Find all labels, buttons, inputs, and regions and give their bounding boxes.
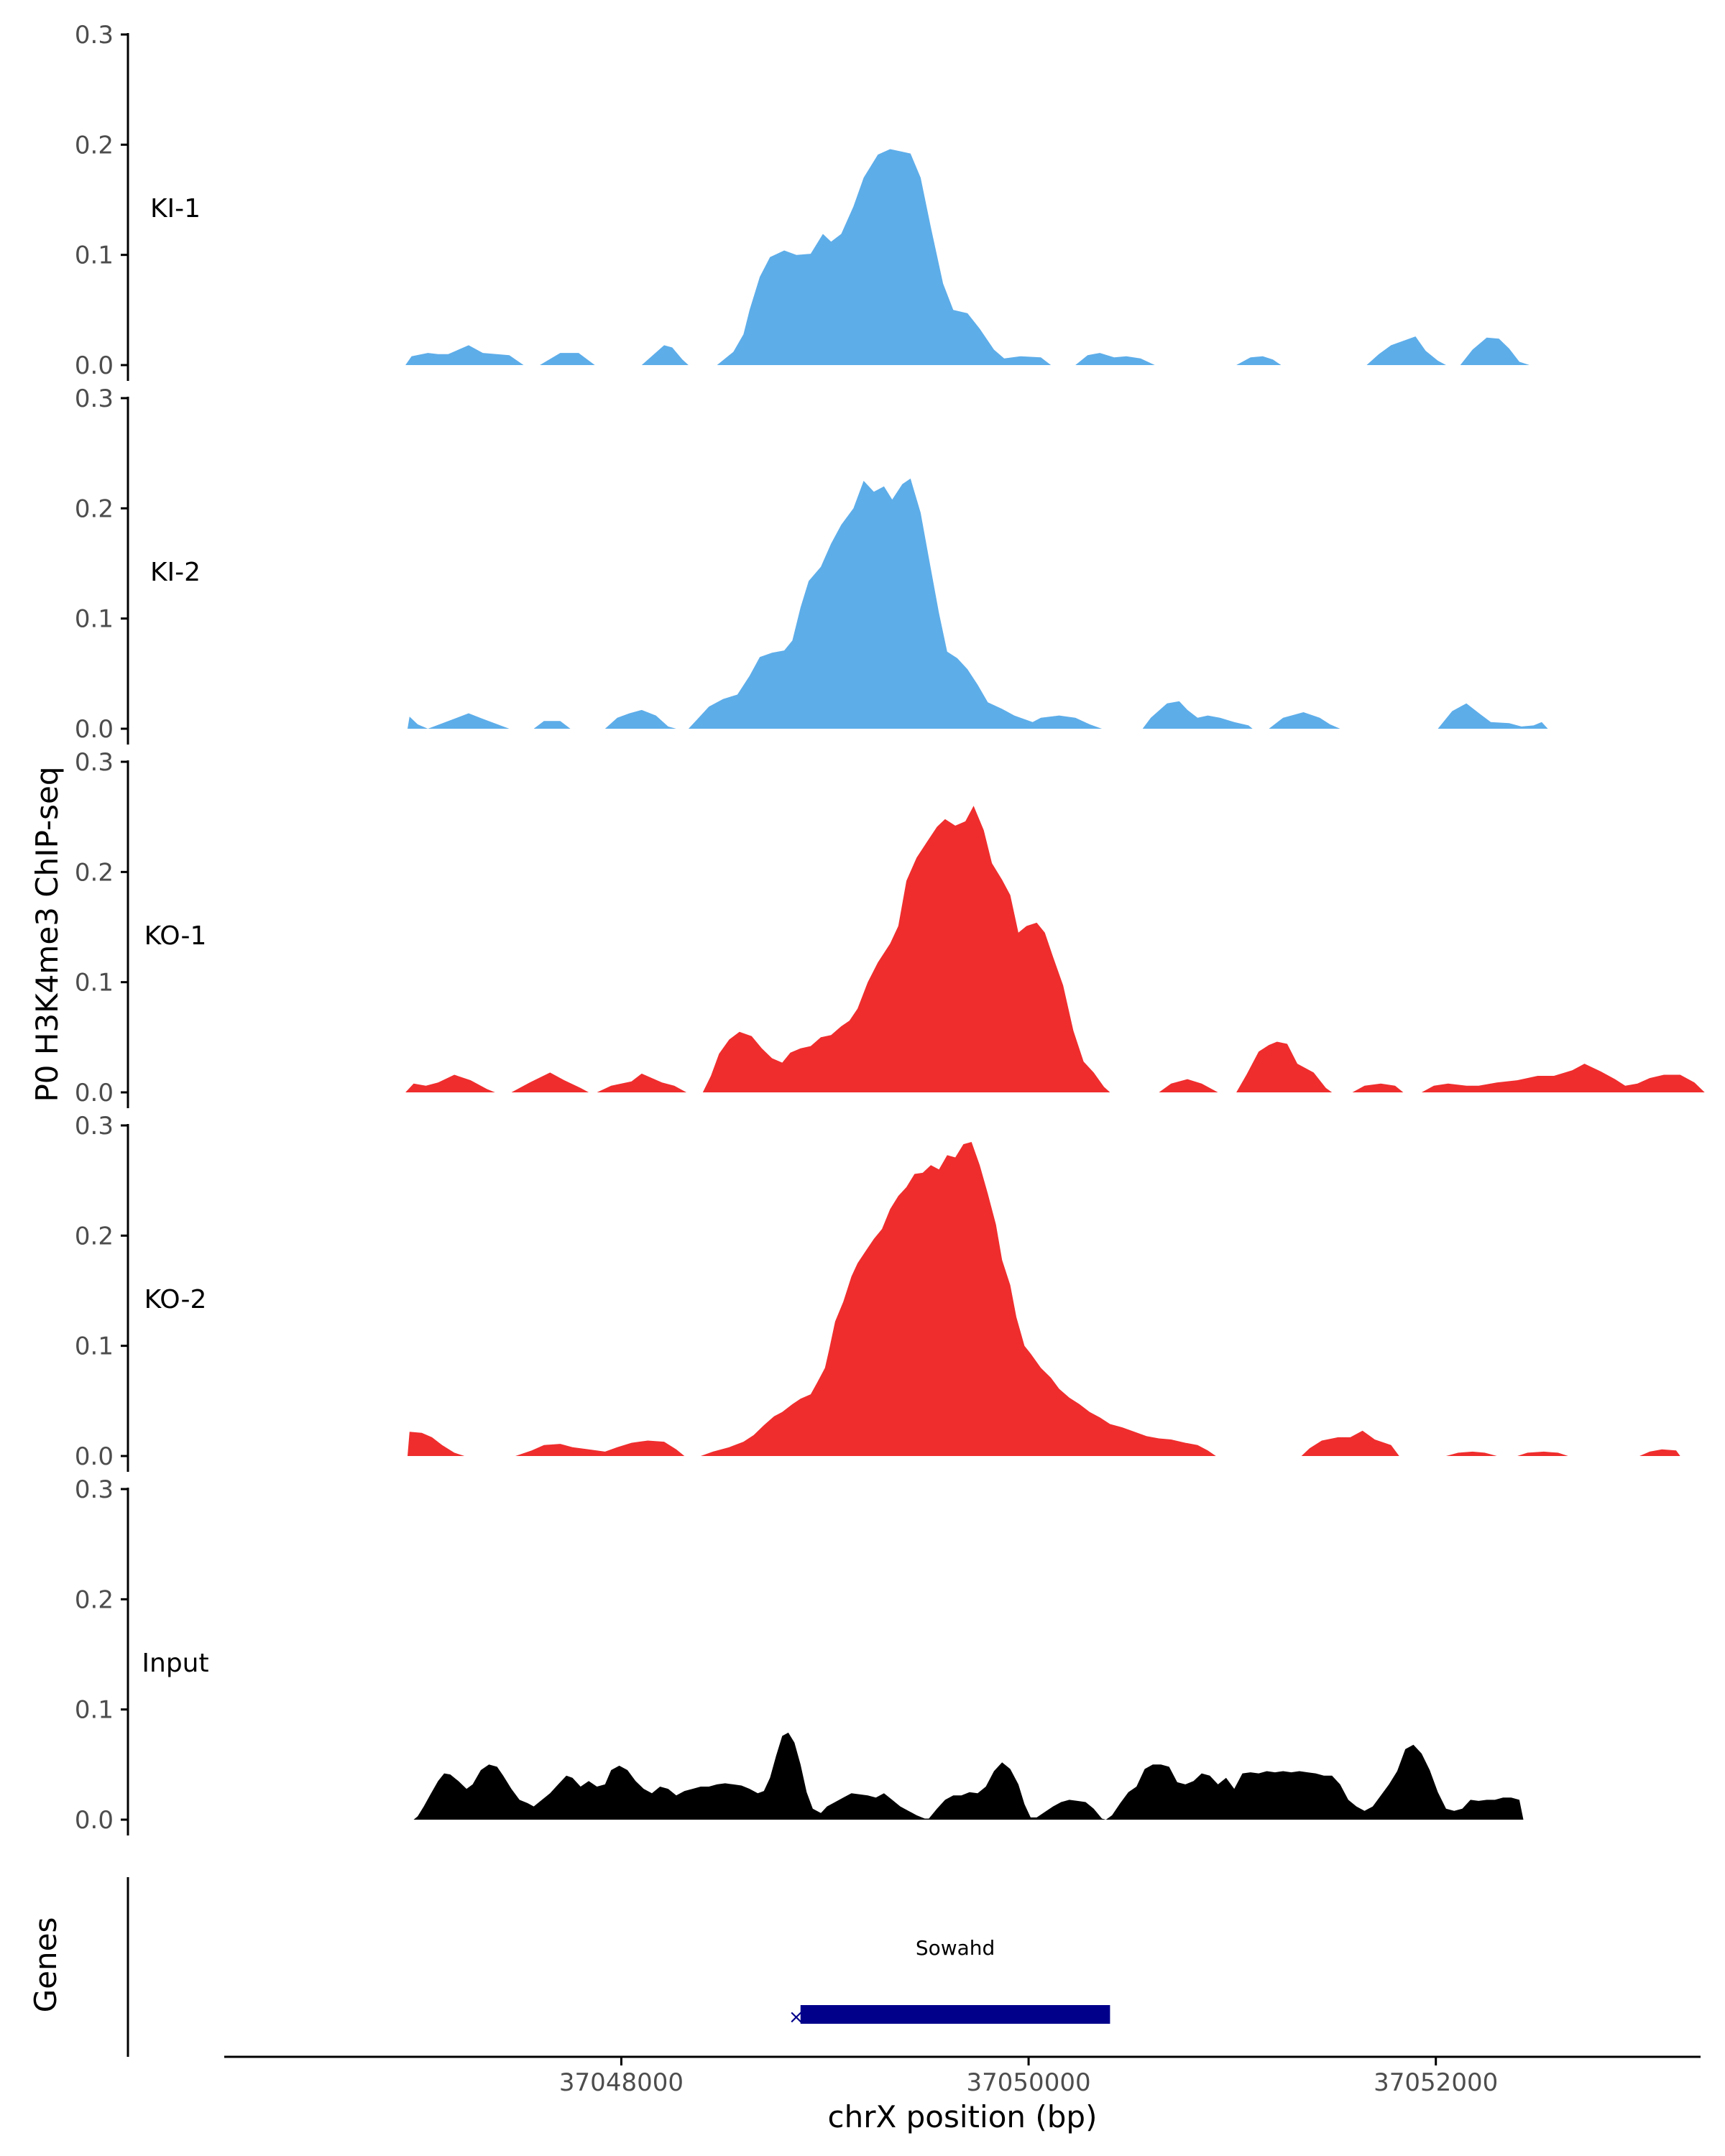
track-label-ki-1: KI-1 <box>150 194 201 224</box>
signal-tracks: 0.00.10.20.3KI-10.00.10.20.3KI-20.00.10.… <box>75 21 1705 1835</box>
y-tick-label: 0.1 <box>75 969 114 998</box>
genes-track: Genes × Sowahd <box>28 1877 1110 2057</box>
signal-area-ki-1 <box>405 149 1530 365</box>
y-tick-label: 0.0 <box>75 1442 114 1471</box>
track-label-ko-2: KO-2 <box>144 1285 207 1314</box>
x-tick-label: 37050000 <box>967 2068 1091 2097</box>
y-tick-label: 0.2 <box>75 494 114 523</box>
y-tick-label: 0.1 <box>75 1696 114 1725</box>
gene-name-label: Sowahd <box>916 1936 995 1960</box>
y-tick-label: 0.3 <box>75 1475 114 1504</box>
track-label-ko-1: KO-1 <box>144 921 207 951</box>
y-tick-label: 0.3 <box>75 384 114 413</box>
y-tick-label: 0.0 <box>75 1806 114 1835</box>
track-ko-1: 0.0 0.1 0.2 0.3 KO-1 <box>75 748 1705 1108</box>
track-ki-2: 0.0 0.1 0.2 0.3 KI-2 <box>75 384 1548 745</box>
y-tick-label: 0.1 <box>75 605 114 634</box>
y-tick-label: 0.3 <box>75 748 114 777</box>
signal-area-ko-1 <box>405 806 1705 1092</box>
y-tick-label: 0.2 <box>75 131 114 160</box>
track-ko-2: 0.0 0.1 0.2 0.3 KO-2 <box>75 1112 1680 1472</box>
y-axis-title: P0 H3K4me3 ChIP-seq <box>29 766 65 1102</box>
signal-area-ko-2 <box>408 1142 1680 1456</box>
x-axis: 37048000 37050000 37052000 <box>224 2055 1701 2097</box>
y-tick-label: 0.1 <box>75 241 114 270</box>
x-tick-label: 37052000 <box>1374 2068 1498 2097</box>
track-input: 0.0 0.1 0.2 0.3 Input <box>75 1475 1524 1835</box>
gene-strand-mark: × <box>788 2007 804 2028</box>
y-tick-label: 0.0 <box>75 1079 114 1107</box>
y-tick-label: 0.3 <box>75 1112 114 1141</box>
x-axis-title: chrX position (bp) <box>828 2099 1098 2134</box>
gene-body <box>800 2005 1110 2024</box>
y-tick-label: 0.0 <box>75 715 114 744</box>
y-tick-label: 0.2 <box>75 1585 114 1614</box>
gene-sowahd: × Sowahd <box>788 1936 1110 2028</box>
x-tick-label: 37048000 <box>559 2068 684 2097</box>
y-tick-label: 0.2 <box>75 1222 114 1250</box>
track-label-ki-2: KI-2 <box>150 558 201 587</box>
track-label-input: Input <box>142 1649 208 1678</box>
track-ki-1: 0.0 0.1 0.2 0.3 KI-1 <box>75 21 1530 381</box>
y-tick-label: 0.3 <box>75 21 114 50</box>
y-tick-label: 0.0 <box>75 351 114 380</box>
genes-track-label: Genes <box>28 1917 63 2013</box>
y-tick-label: 0.2 <box>75 858 114 887</box>
signal-area-input <box>413 1732 1524 1820</box>
y-tick-label: 0.1 <box>75 1332 114 1361</box>
